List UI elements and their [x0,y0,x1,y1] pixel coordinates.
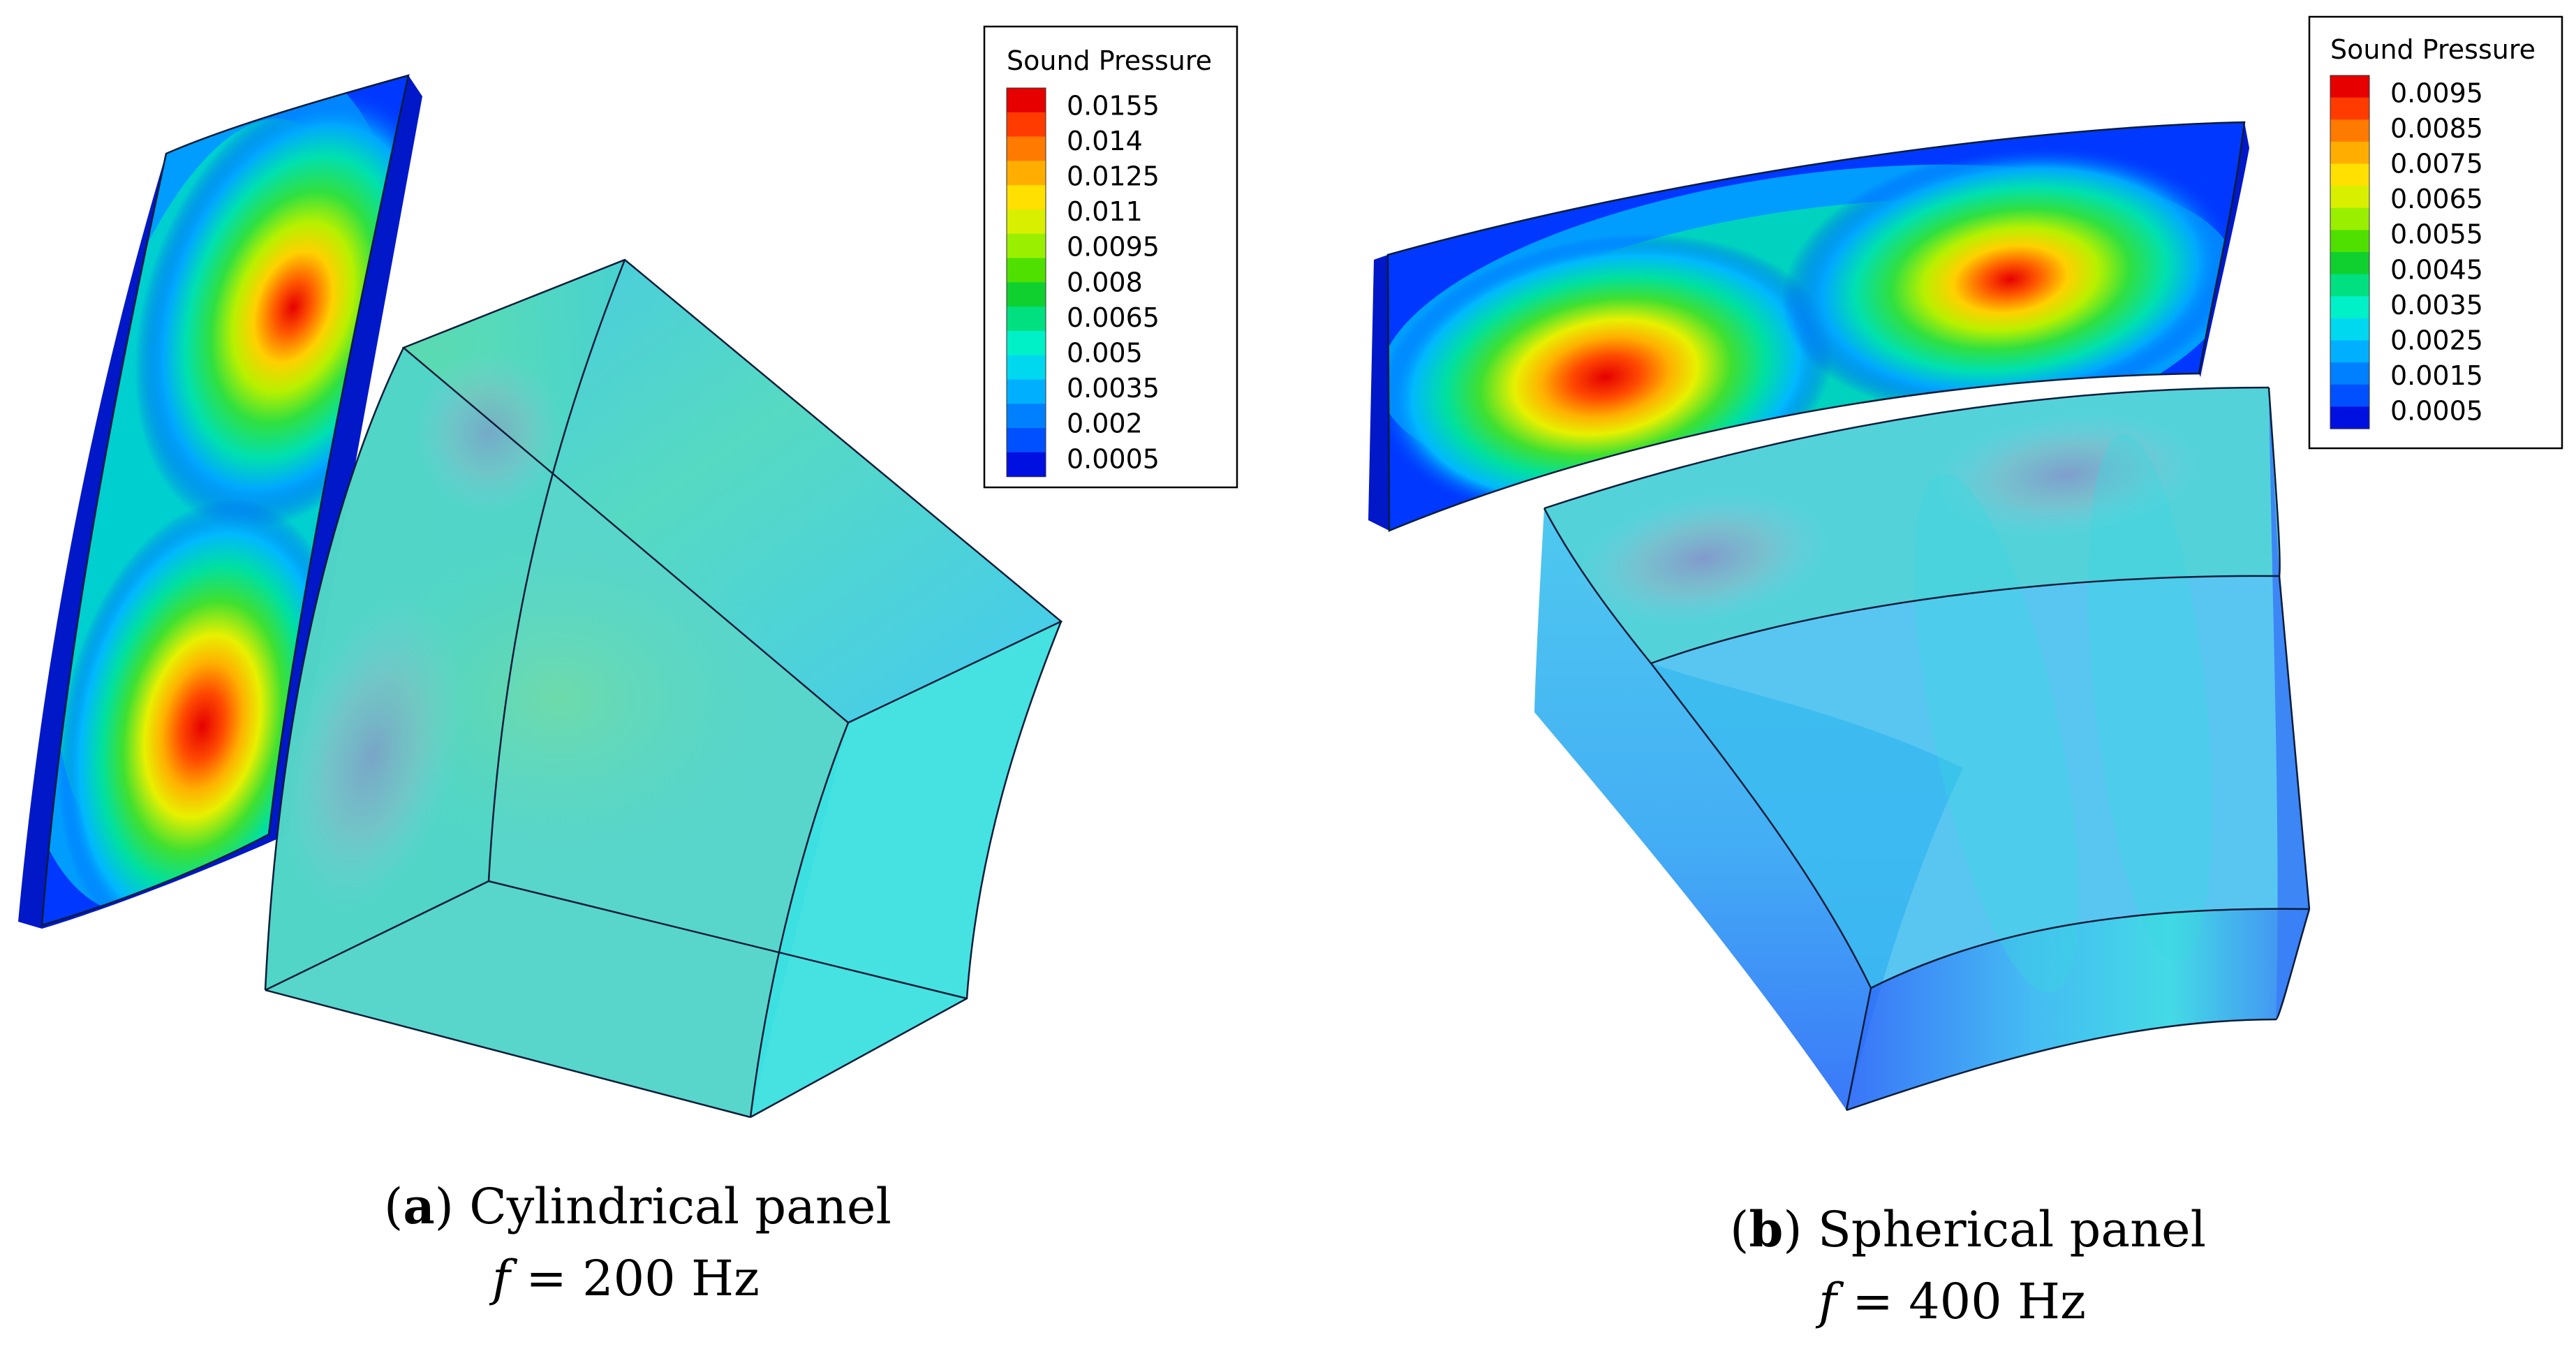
colorbar-swatch [1007,282,1046,307]
colorbar-swatch [1007,404,1046,429]
legend-labels: 0.0095 0.0085 0.0075 0.0065 0.0055 0.0045 0.00… [2390,78,2483,426]
colorbar-swatch [1007,209,1046,235]
colorbar-swatch [2330,163,2369,186]
legend-value-label: 0.011 [1067,196,1143,227]
spherical-cavity-edges [1543,386,2311,1112]
colorbar-swatch [2330,119,2369,142]
colorbar-swatch [2330,252,2369,275]
frequency-value: = 200 Hz [526,1250,760,1307]
legend-value-label: 0.0035 [1067,373,1160,404]
cylindrical-plate-outline [40,74,410,927]
colorbar-swatch [2330,186,2369,209]
colorbar-swatch [1007,379,1046,404]
legend-value-label: 0.0095 [2390,78,2483,108]
colorbar-swatch [2330,318,2369,341]
caption-a-frequency: f = 200 Hz [489,1250,760,1307]
colorbar-swatch [2330,230,2369,253]
caption-letter: b [1749,1200,1783,1258]
legend-value-label: 0.0025 [2390,325,2483,356]
legend-value-label: 0.0015 [2390,360,2483,391]
colorbar-swatch [1007,452,1046,478]
colorbar-swatch [1007,355,1046,381]
caption-b: (b) Spherical panel f = 400 Hz [1730,1200,2206,1330]
colorbar-swatch [1007,307,1046,332]
legend-value-label: 0.014 [1067,126,1143,156]
legend-labels: 0.0155 0.014 0.0125 0.011 0.0095 0.008 0.0065 0… [1067,90,1160,474]
legend-value-label: 0.0085 [2390,113,2483,144]
spherical-plate-outline [1386,121,2246,532]
colorbar-swatch [1007,233,1046,259]
legend-value-label: 0.0065 [1067,302,1160,333]
legend-title: Sound Pressure [1007,45,1212,76]
colorbar-swatch [1007,185,1046,210]
colorbar-swatch [2330,362,2369,385]
legend-value-label: 0.0075 [2390,149,2483,179]
legend-value-label: 0.0035 [2390,290,2483,320]
spherical-cavity-back-face [1651,575,2309,988]
legend-spherical: Sound Pressure 0.00950.00850.00750.00650… [2308,15,2563,450]
legend-value-label: 0.0065 [2390,184,2483,214]
legend-value-label: 0.008 [1067,267,1143,297]
legend-value-label: 0.0005 [1067,443,1160,474]
colorbar-swatch [1007,136,1046,161]
colorbar-swatch [2330,296,2369,319]
caption-title: Spherical panel [1818,1201,2206,1258]
legend-title: Sound Pressure [2330,34,2536,65]
legend-value-label: 0.0155 [1067,90,1160,121]
legend-value-label: 0.0045 [2390,254,2483,285]
legend-cylindrical: Sound Pressure 0.01550.0140.01250.0110.0… [983,25,1238,489]
caption-a: (a) Cylindrical panel f = 200 Hz [384,1177,891,1307]
colorbar-swatch [1007,428,1046,453]
colorbar-swatch [1007,88,1046,113]
colorbar-border [1006,87,1046,478]
colorbar-swatch [2330,141,2369,165]
caption-a-title: (a) Cylindrical panel [384,1177,891,1235]
legend-colorbar [1006,87,1046,478]
caption-letter: a [403,1177,434,1235]
cylindrical-panel-model [18,74,1063,1119]
caption-title: Cylindrical panel [469,1178,891,1235]
caption-b-frequency: f = 400 Hz [1815,1273,2086,1330]
caption-b-title: (b) Spherical panel [1730,1200,2206,1258]
spherical-cavity-right-face [2269,388,2309,1019]
colorbar-swatch [2330,207,2369,230]
colorbar-swatch [1007,161,1046,186]
colorbar-swatch [2330,406,2369,429]
frequency-value: = 400 Hz [1852,1273,2086,1330]
colorbar-swatch [1007,258,1046,283]
frequency-symbol: f [1815,1273,1844,1330]
legend-value-label: 0.0095 [1067,232,1160,263]
spherical-cavity-front-face [1846,908,2309,1110]
legend-value-label: 0.0125 [1067,161,1160,192]
legend-colorbar [2330,75,2370,429]
colorbar-swatch [2330,97,2369,120]
frequency-symbol: f [489,1250,518,1307]
colorbar-border [2330,75,2370,429]
colorbar-swatch [1007,330,1046,356]
legend-value-label: 0.002 [1067,408,1143,439]
colorbar-swatch [2330,274,2369,297]
cylindrical-cavity-right-face [750,621,1061,1117]
colorbar-swatch [1007,112,1046,138]
legend-value-label: 0.0055 [2390,219,2483,250]
colorbar-swatch [2330,75,2369,98]
cylindrical-cavity-edges [264,258,1063,1119]
legend-value-label: 0.005 [1067,338,1143,369]
colorbar-swatch [2330,340,2369,363]
spherical-panel-model [1368,121,2311,1112]
colorbar-swatch [2330,384,2369,407]
legend-value-label: 0.0005 [2390,396,2483,427]
